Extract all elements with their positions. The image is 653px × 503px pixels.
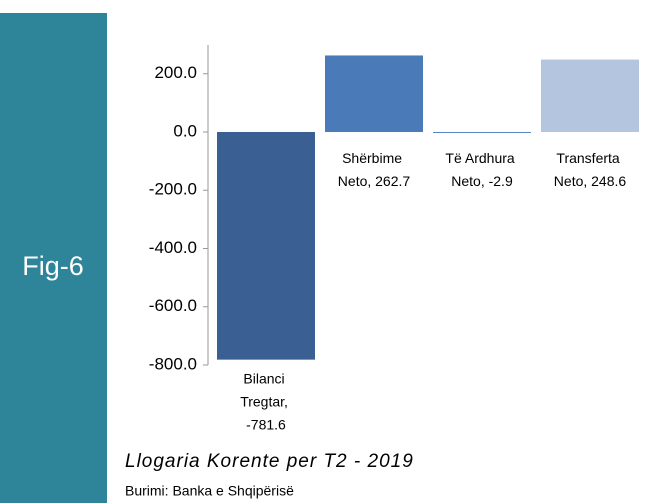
figure-badge: Fig-6 bbox=[22, 251, 84, 281]
side-band bbox=[0, 13, 107, 503]
y-tick-label: -600.0 bbox=[149, 296, 197, 315]
data-label: Të Ardhura Neto, -2.9 bbox=[445, 150, 518, 189]
y-tick-label: -800.0 bbox=[149, 354, 197, 373]
bar bbox=[217, 131, 315, 360]
data-label: Shërbime Neto, 262.7 bbox=[338, 150, 411, 189]
bar bbox=[325, 55, 423, 132]
data-label: Transferta Neto, 248.6 bbox=[554, 150, 627, 189]
chart-title: Llogaria Korente per T2 - 2019 bbox=[125, 451, 414, 472]
y-tick-label: -400.0 bbox=[149, 238, 197, 257]
data-label: Bilanci Tregtar, -781.6 bbox=[240, 370, 292, 432]
y-tick-label: 0.0 bbox=[173, 121, 197, 140]
source-note: Burimi: Banka e Shqipërisë bbox=[125, 483, 294, 499]
bar bbox=[541, 59, 639, 132]
y-tick-label: 200.0 bbox=[154, 63, 197, 82]
bar bbox=[433, 131, 531, 133]
y-tick-label: -200.0 bbox=[149, 180, 197, 199]
